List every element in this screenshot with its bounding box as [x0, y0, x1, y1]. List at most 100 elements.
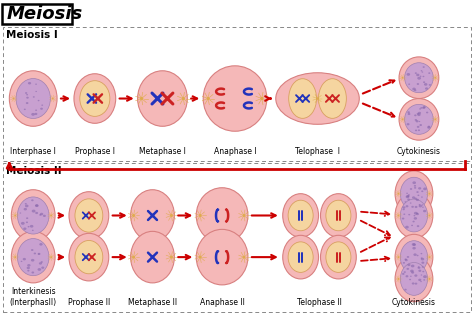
- Ellipse shape: [418, 195, 419, 196]
- Ellipse shape: [35, 113, 37, 115]
- Ellipse shape: [428, 84, 431, 86]
- Text: Anaphase II: Anaphase II: [200, 298, 245, 307]
- Ellipse shape: [37, 268, 41, 271]
- Ellipse shape: [426, 112, 428, 113]
- Ellipse shape: [13, 98, 15, 100]
- Ellipse shape: [406, 268, 409, 270]
- Ellipse shape: [132, 256, 135, 259]
- Ellipse shape: [414, 212, 418, 215]
- Ellipse shape: [276, 73, 359, 124]
- Ellipse shape: [395, 193, 433, 238]
- Ellipse shape: [26, 102, 28, 104]
- Ellipse shape: [405, 259, 408, 261]
- Ellipse shape: [414, 89, 417, 91]
- Ellipse shape: [31, 259, 35, 262]
- Ellipse shape: [35, 109, 37, 111]
- Ellipse shape: [131, 190, 174, 241]
- Ellipse shape: [50, 256, 52, 258]
- Ellipse shape: [406, 195, 409, 197]
- Ellipse shape: [411, 264, 414, 267]
- Ellipse shape: [23, 258, 26, 260]
- Ellipse shape: [413, 215, 415, 216]
- Ellipse shape: [326, 200, 351, 231]
- Ellipse shape: [196, 188, 248, 243]
- Ellipse shape: [21, 222, 25, 225]
- Ellipse shape: [414, 114, 417, 116]
- Ellipse shape: [41, 261, 43, 263]
- Ellipse shape: [18, 197, 49, 234]
- Ellipse shape: [151, 214, 154, 216]
- Ellipse shape: [421, 258, 424, 260]
- Ellipse shape: [401, 199, 428, 232]
- Ellipse shape: [30, 225, 34, 228]
- Ellipse shape: [423, 66, 425, 68]
- Ellipse shape: [423, 81, 425, 83]
- Text: Cytokinesis: Cytokinesis: [397, 147, 441, 156]
- Ellipse shape: [418, 130, 420, 131]
- Ellipse shape: [410, 203, 411, 204]
- Ellipse shape: [196, 229, 248, 285]
- Ellipse shape: [404, 271, 406, 273]
- Ellipse shape: [335, 98, 337, 99]
- Ellipse shape: [203, 66, 267, 131]
- Ellipse shape: [416, 191, 419, 193]
- Ellipse shape: [428, 72, 430, 74]
- Ellipse shape: [420, 281, 422, 282]
- Ellipse shape: [402, 206, 405, 209]
- FancyBboxPatch shape: [2, 4, 72, 24]
- Ellipse shape: [170, 256, 173, 259]
- Ellipse shape: [421, 71, 423, 73]
- Ellipse shape: [419, 270, 421, 272]
- Ellipse shape: [91, 97, 93, 100]
- Ellipse shape: [415, 119, 417, 121]
- Ellipse shape: [39, 243, 43, 246]
- Ellipse shape: [405, 104, 433, 134]
- Ellipse shape: [405, 226, 409, 228]
- Ellipse shape: [404, 201, 406, 203]
- Ellipse shape: [199, 256, 202, 259]
- Ellipse shape: [428, 256, 430, 258]
- Ellipse shape: [415, 206, 418, 208]
- Ellipse shape: [398, 215, 400, 216]
- Ellipse shape: [418, 266, 419, 268]
- Ellipse shape: [417, 77, 421, 80]
- Ellipse shape: [18, 239, 49, 276]
- Ellipse shape: [408, 214, 410, 216]
- Ellipse shape: [242, 256, 246, 259]
- Ellipse shape: [11, 190, 55, 241]
- Text: Telophase II: Telophase II: [297, 298, 342, 307]
- Ellipse shape: [320, 235, 356, 279]
- Ellipse shape: [21, 261, 22, 262]
- Ellipse shape: [404, 258, 407, 260]
- Ellipse shape: [407, 195, 410, 197]
- Ellipse shape: [33, 96, 35, 98]
- Ellipse shape: [39, 214, 41, 216]
- Ellipse shape: [156, 97, 159, 100]
- Ellipse shape: [75, 240, 103, 274]
- Text: Metaphase II: Metaphase II: [128, 298, 177, 307]
- Ellipse shape: [421, 262, 424, 264]
- Ellipse shape: [420, 76, 421, 77]
- Ellipse shape: [401, 241, 428, 274]
- Ellipse shape: [410, 270, 414, 272]
- Ellipse shape: [38, 253, 40, 255]
- Ellipse shape: [182, 97, 185, 100]
- Ellipse shape: [26, 94, 28, 95]
- Ellipse shape: [25, 92, 27, 94]
- Ellipse shape: [283, 235, 319, 279]
- Ellipse shape: [418, 267, 420, 269]
- Ellipse shape: [428, 193, 430, 195]
- Ellipse shape: [422, 266, 424, 268]
- Ellipse shape: [398, 193, 400, 195]
- Ellipse shape: [423, 279, 425, 281]
- Ellipse shape: [412, 283, 415, 284]
- Ellipse shape: [52, 98, 54, 100]
- Ellipse shape: [299, 98, 300, 99]
- Ellipse shape: [413, 243, 416, 246]
- Ellipse shape: [242, 214, 246, 217]
- Ellipse shape: [407, 264, 410, 266]
- Ellipse shape: [402, 209, 405, 210]
- Ellipse shape: [16, 79, 50, 118]
- Ellipse shape: [425, 87, 428, 90]
- Text: Telophase  I: Telophase I: [295, 147, 340, 156]
